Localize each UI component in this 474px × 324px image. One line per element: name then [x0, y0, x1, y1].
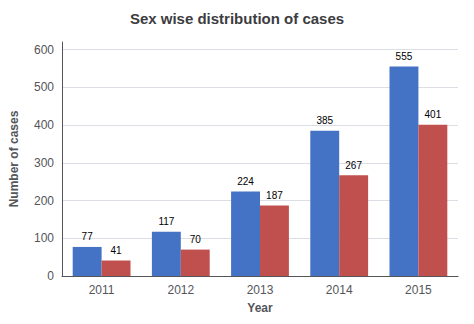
svg-text:500: 500 [34, 80, 54, 94]
svg-text:224: 224 [237, 176, 254, 187]
svg-text:187: 187 [266, 190, 283, 201]
svg-text:Year: Year [247, 301, 273, 315]
svg-text:300: 300 [34, 156, 54, 170]
svg-text:100: 100 [34, 231, 54, 245]
svg-text:401: 401 [425, 109, 442, 120]
svg-text:200: 200 [34, 194, 54, 208]
svg-text:2014: 2014 [326, 283, 353, 297]
svg-text:267: 267 [345, 160, 362, 171]
svg-text:Sex wise distribution of cases: Sex wise distribution of cases [130, 10, 344, 27]
svg-text:77: 77 [82, 231, 94, 242]
svg-text:2013: 2013 [247, 283, 274, 297]
svg-text:70: 70 [190, 234, 202, 245]
svg-text:385: 385 [316, 115, 333, 126]
svg-text:2015: 2015 [405, 283, 432, 297]
svg-text:117: 117 [158, 216, 174, 227]
svg-text:600: 600 [34, 43, 54, 57]
svg-text:41: 41 [110, 245, 122, 256]
svg-text:400: 400 [34, 118, 54, 132]
svg-text:Number of cases: Number of cases [7, 110, 21, 207]
svg-text:0: 0 [47, 269, 54, 283]
svg-text:555: 555 [396, 51, 413, 62]
svg-text:2011: 2011 [89, 283, 115, 297]
svg-text:2012: 2012 [167, 283, 194, 297]
